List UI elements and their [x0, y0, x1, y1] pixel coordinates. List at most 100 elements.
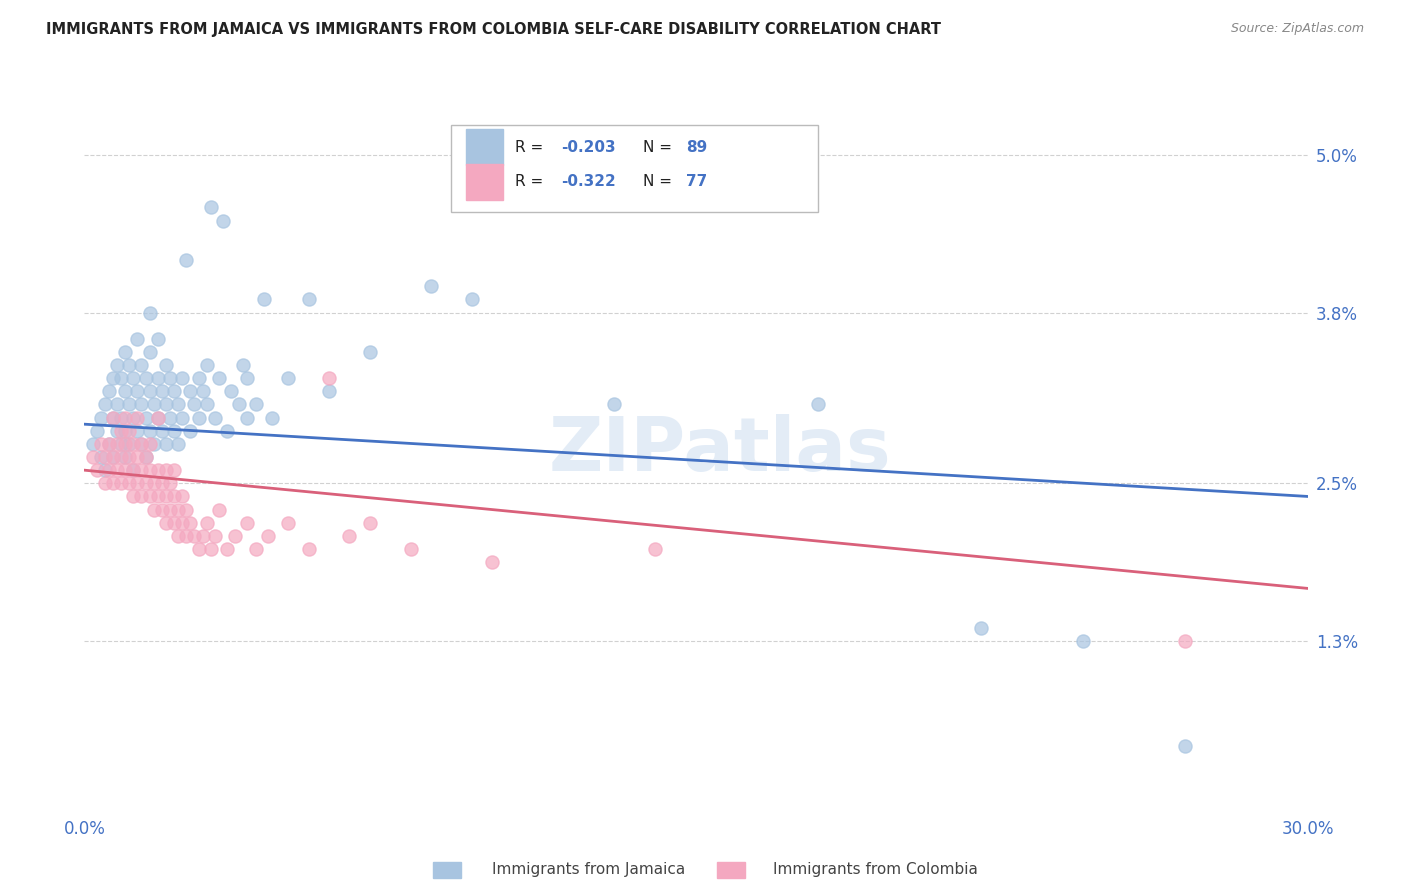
Point	[114, 437, 136, 451]
Point	[122, 410, 145, 425]
Point	[212, 213, 235, 227]
Point	[110, 437, 132, 451]
Point	[142, 476, 165, 491]
Point	[236, 371, 259, 385]
Point	[138, 384, 160, 399]
Point	[146, 410, 169, 425]
Point	[217, 541, 239, 556]
Point	[122, 490, 145, 504]
Point	[195, 358, 218, 372]
Point	[127, 332, 149, 346]
Point	[82, 437, 104, 451]
Point	[101, 450, 124, 464]
Point	[298, 293, 321, 307]
Point	[135, 476, 157, 491]
Point	[101, 371, 124, 385]
Point	[172, 410, 194, 425]
Point	[90, 410, 112, 425]
Point	[114, 450, 136, 464]
Point	[245, 397, 267, 411]
Point	[191, 384, 214, 399]
Text: R =: R =	[515, 139, 548, 154]
Point	[97, 463, 120, 477]
Point	[150, 502, 173, 516]
Point	[217, 424, 239, 438]
Point	[146, 490, 169, 504]
Point	[101, 410, 124, 425]
Point	[114, 463, 136, 477]
Point	[93, 397, 115, 411]
Text: N =: N =	[644, 139, 678, 154]
Point	[191, 529, 214, 543]
Point	[208, 371, 231, 385]
Point	[179, 424, 201, 438]
Point	[172, 516, 194, 530]
Point	[359, 345, 381, 359]
Point	[118, 397, 141, 411]
Point	[159, 410, 181, 425]
Point	[122, 463, 145, 477]
Point	[86, 463, 108, 477]
Point	[224, 529, 246, 543]
Point	[127, 450, 149, 464]
Point	[86, 424, 108, 438]
Point	[167, 502, 190, 516]
Point	[105, 358, 128, 372]
Text: -0.322: -0.322	[561, 174, 616, 189]
Text: -0.203: -0.203	[561, 139, 616, 154]
Point	[195, 516, 218, 530]
Point	[118, 424, 141, 438]
Point	[359, 516, 381, 530]
Point	[603, 397, 626, 411]
Point	[174, 502, 197, 516]
Point	[101, 410, 124, 425]
Point	[114, 384, 136, 399]
Point	[135, 450, 157, 464]
Point	[807, 397, 830, 411]
Point	[131, 437, 153, 451]
Point	[167, 437, 190, 451]
Point	[135, 450, 157, 464]
FancyBboxPatch shape	[451, 126, 818, 212]
Point	[277, 516, 299, 530]
Point	[318, 384, 340, 399]
Point	[183, 397, 205, 411]
Point	[1174, 739, 1197, 753]
Point	[179, 516, 201, 530]
Point	[114, 410, 136, 425]
Point	[110, 410, 132, 425]
Text: ZIPatlas: ZIPatlas	[550, 414, 891, 487]
Point	[204, 410, 226, 425]
Point	[1174, 634, 1197, 648]
Point	[142, 397, 165, 411]
Text: Immigrants from Colombia: Immigrants from Colombia	[773, 863, 979, 877]
Point	[167, 529, 190, 543]
Point	[93, 450, 115, 464]
Point	[138, 463, 160, 477]
Point	[105, 437, 128, 451]
Point	[155, 490, 177, 504]
Point	[187, 541, 209, 556]
Point	[110, 450, 132, 464]
Point	[101, 476, 124, 491]
Point	[110, 424, 132, 438]
Text: R =: R =	[515, 174, 548, 189]
Point	[118, 358, 141, 372]
Point	[127, 476, 149, 491]
Point	[159, 502, 181, 516]
Point	[277, 371, 299, 385]
Text: Source: ZipAtlas.com: Source: ZipAtlas.com	[1230, 22, 1364, 36]
Point	[187, 410, 209, 425]
Point	[260, 410, 283, 425]
Point	[114, 345, 136, 359]
Point	[142, 437, 165, 451]
Point	[118, 450, 141, 464]
Point	[399, 541, 422, 556]
Point	[138, 424, 160, 438]
Text: Immigrants from Jamaica: Immigrants from Jamaica	[492, 863, 685, 877]
Point	[105, 397, 128, 411]
Point	[93, 476, 115, 491]
Point	[131, 490, 153, 504]
Point	[208, 502, 231, 516]
Point	[122, 371, 145, 385]
